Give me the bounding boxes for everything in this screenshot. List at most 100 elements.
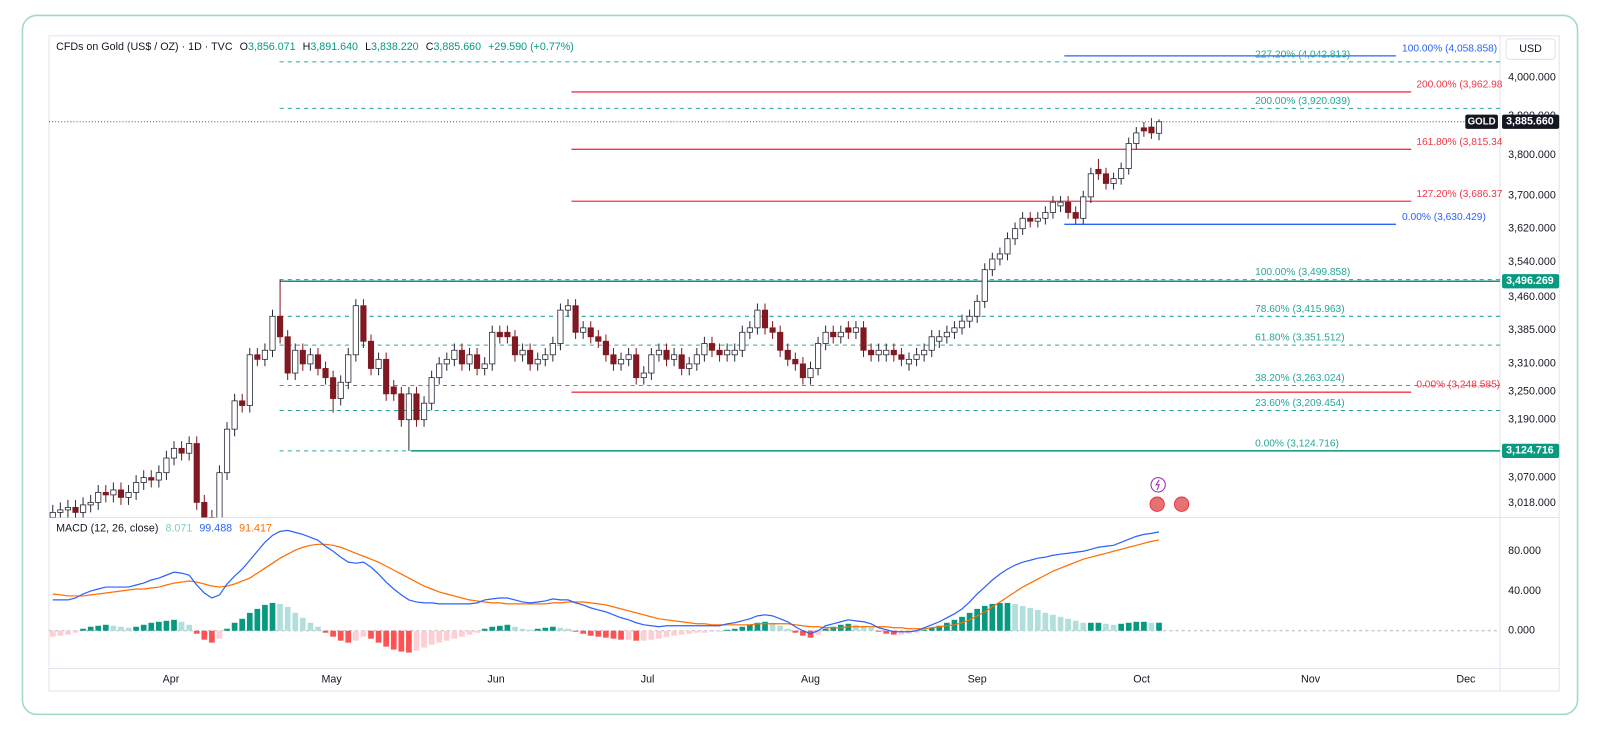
currency[interactable]: USD xyxy=(1519,43,1542,55)
histogram-bar xyxy=(193,630,200,634)
histogram-bar xyxy=(557,627,564,631)
candle-body xyxy=(87,501,94,506)
histogram-bar xyxy=(360,630,367,637)
histogram-bar xyxy=(1103,623,1109,631)
macd-legend: MACD (12, 26, close) 8.071 99.488 91.417 xyxy=(56,523,272,535)
price-tag xyxy=(1502,274,1560,289)
histogram-bar xyxy=(421,630,427,648)
y-tick-label: 3,070.000 xyxy=(1508,471,1556,483)
histogram-bar xyxy=(398,630,405,652)
candle-body xyxy=(223,428,231,474)
fib-label: 127.20% (3,686.37 xyxy=(1416,189,1502,200)
symbol: CFDs on Gold (US$ / OZ) · 1D · TVC xyxy=(56,41,233,53)
histogram-bar xyxy=(383,630,390,647)
candle-body xyxy=(390,386,397,395)
y-tick-label: 3,540.000 xyxy=(1508,256,1556,268)
fib-label: 227.20% (4,042.813) xyxy=(1255,49,1350,60)
candle-body xyxy=(1155,121,1163,134)
candle-body xyxy=(686,363,693,369)
histogram-bar xyxy=(413,630,420,651)
histogram-bar xyxy=(496,625,503,631)
histogram-bar xyxy=(1034,609,1041,631)
candle-body xyxy=(436,363,443,379)
histogram-bar xyxy=(550,626,556,631)
histogram-bar xyxy=(125,627,132,631)
candle-body xyxy=(254,354,261,360)
fib-label: 200.00% (3,920.039) xyxy=(1255,96,1350,107)
ohlc-key: C xyxy=(426,41,434,53)
histogram-bar xyxy=(459,630,465,637)
y-tick-label: 3,800.000 xyxy=(1508,149,1556,161)
event-bolt xyxy=(1155,479,1160,491)
candle-body xyxy=(602,340,609,356)
histogram-bar xyxy=(330,630,336,637)
histogram-bar xyxy=(390,630,397,650)
histogram-bar xyxy=(1118,623,1124,631)
candle-body xyxy=(936,336,943,342)
candle-body xyxy=(413,393,420,421)
candle-body xyxy=(1049,201,1057,213)
histogram-bar xyxy=(754,622,761,631)
macd-pane xyxy=(48,529,1500,653)
histogram-bar xyxy=(299,617,306,631)
currency-button[interactable] xyxy=(1505,38,1556,60)
candle-body xyxy=(49,512,56,518)
candle-body xyxy=(913,354,920,360)
x-tick-label: Aug xyxy=(801,674,820,686)
histogram-bar xyxy=(284,606,291,631)
fib-label: 200.00% (3,962.98 xyxy=(1416,80,1502,91)
histogram-bar xyxy=(224,628,230,631)
histogram-bar xyxy=(731,628,738,631)
candle-body xyxy=(110,489,117,496)
symbol-tag-label: GOLD xyxy=(1468,116,1496,127)
histogram-bar xyxy=(587,630,594,636)
price-tag xyxy=(1502,114,1560,129)
histogram-bar xyxy=(322,630,329,633)
histogram-bar xyxy=(231,622,238,631)
candle-body xyxy=(125,492,132,498)
histogram-bar xyxy=(663,630,670,637)
price-tag xyxy=(1502,443,1560,459)
histogram-bar xyxy=(716,630,723,632)
candle-body xyxy=(868,349,875,356)
histogram-bar xyxy=(928,627,935,631)
candle-body xyxy=(261,349,268,360)
macd-line xyxy=(52,529,1160,635)
histogram-bar xyxy=(762,621,768,631)
histogram-bar xyxy=(519,628,526,631)
candle-body xyxy=(284,336,291,374)
event-icons xyxy=(1149,477,1190,512)
histogram-bar xyxy=(913,630,920,633)
histogram-bar xyxy=(1012,603,1018,631)
histogram-bar xyxy=(860,625,867,631)
histogram-bar xyxy=(777,625,784,631)
histogram-bar xyxy=(678,630,685,635)
candle-body xyxy=(170,447,178,459)
histogram-bar xyxy=(110,625,117,631)
event-icon[interactable] xyxy=(1149,496,1165,512)
candle-body xyxy=(398,393,405,421)
candle-body xyxy=(989,258,996,271)
candle-body xyxy=(671,354,678,360)
candle-body xyxy=(1065,201,1072,213)
histogram-bar xyxy=(1080,622,1087,631)
histogram-bar xyxy=(1125,622,1132,631)
histogram-bar xyxy=(542,627,549,631)
candle-body xyxy=(511,336,519,356)
change: +29.590 (+0.77%) xyxy=(488,41,574,53)
y-tick-label: 40.000 xyxy=(1508,585,1541,597)
event-icon[interactable] xyxy=(1173,496,1190,512)
fib-label: 23.60% (3,209.454) xyxy=(1255,398,1345,409)
histogram-bar xyxy=(648,630,655,640)
histogram-bar xyxy=(504,624,511,631)
y-tick-label: 3,460.000 xyxy=(1508,291,1556,303)
candle-body xyxy=(746,327,753,333)
histogram-bar xyxy=(474,630,480,633)
signal-value: 91.417 xyxy=(239,523,272,535)
histogram-bar xyxy=(254,608,261,631)
histogram-bar xyxy=(49,630,56,637)
candle-body xyxy=(193,443,200,503)
candle-body xyxy=(617,358,625,365)
histogram-bar xyxy=(171,619,177,631)
candle-body xyxy=(489,331,496,365)
